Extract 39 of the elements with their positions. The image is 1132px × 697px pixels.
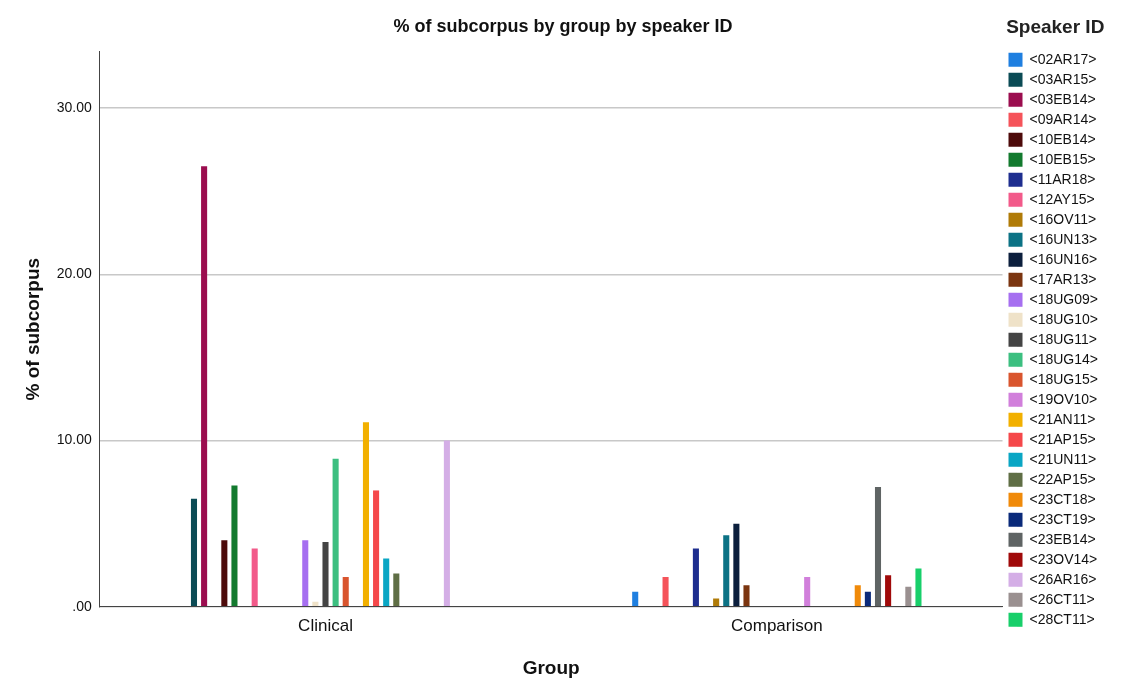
x-tick-label: Comparison [731,615,823,635]
chart-title: % of subcorpus by group by speaker ID [393,15,733,36]
legend-label: <26CT11> [1029,590,1095,607]
y-tick-label: 20.00 [56,265,93,282]
legend-label: <18UG11> [1029,330,1097,347]
legend-label: <18UG10> [1029,310,1098,327]
legend-label: <28CT11> [1029,610,1095,627]
legend-label: <09AR14> [1029,110,1097,127]
legend-label: <26AR16> [1029,570,1097,587]
legend-label: <18UG09> [1029,290,1098,307]
y-axis-title: % of subcorpus [21,257,43,401]
legend-label: <10EB15> [1029,150,1096,167]
legend-label: <19OV10> [1029,390,1098,407]
legend-label: <18UG15> [1029,370,1098,387]
legend-label: <10EB14> [1029,130,1096,147]
legend-label: <21AP15> [1029,430,1096,447]
legend-label: <23EB14> [1029,530,1096,547]
legend-label: <23CT18> [1029,490,1096,507]
legend-label: <23CT19> [1029,510,1096,527]
legend-label: <17AR13> [1029,270,1097,287]
legend-label: <18UG14> [1029,350,1098,367]
legend-title: Speaker ID [1006,15,1105,37]
legend-label: <16UN16> [1029,250,1098,267]
y-tick-label: 10.00 [56,431,93,448]
x-tick-label: Clinical [298,615,353,635]
legend-label: <03AR15> [1029,70,1097,87]
legend-label: <11AR18> [1029,170,1096,187]
legend-label: <03EB14> [1029,90,1096,107]
legend-label: <16OV11> [1029,210,1097,227]
y-tick-label: .00 [72,597,93,614]
legend-label: <02AR17> [1029,50,1097,67]
legend-label: <21UN11> [1029,450,1097,467]
y-tick-label: 30.00 [56,98,93,115]
legend-label: <12AY15> [1029,190,1095,207]
legend-label: <16UN13> [1029,230,1098,247]
legend-label: <23OV14> [1029,550,1098,567]
legend-label: <22AP15> [1029,470,1096,487]
legend-label: <21AN11> [1029,410,1096,427]
x-axis-title: Group [522,656,580,678]
